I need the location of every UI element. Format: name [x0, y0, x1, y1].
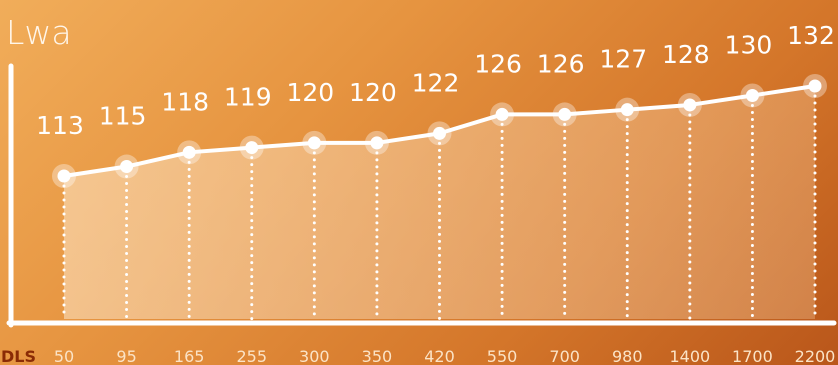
data-point — [302, 130, 327, 155]
data-point — [677, 92, 702, 117]
data-point — [364, 130, 389, 155]
data-label: 128 — [662, 40, 710, 69]
x-tick-label: 300 — [299, 347, 330, 365]
x-tick-label: 50 — [54, 347, 74, 365]
data-point — [177, 140, 202, 165]
data-label: 127 — [599, 45, 647, 74]
data-point — [490, 102, 515, 127]
data-point — [552, 102, 577, 127]
data-point — [114, 154, 139, 179]
x-tick-label: 980 — [612, 347, 643, 365]
data-label: 115 — [99, 102, 147, 131]
data-point — [52, 164, 76, 188]
data-label: 122 — [412, 68, 460, 97]
data-label: 120 — [286, 78, 334, 107]
data-point — [803, 74, 827, 98]
x-tick-label: 1700 — [732, 347, 773, 365]
x-tick-label: 95 — [116, 347, 136, 365]
x-tick-label: 255 — [236, 347, 267, 365]
data-label: 130 — [725, 30, 773, 59]
data-label: 126 — [537, 49, 585, 78]
x-tick-label: 420 — [424, 347, 455, 365]
data-label: 118 — [161, 87, 209, 116]
x-tick-label: 1400 — [669, 347, 710, 365]
x-tick-label: 165 — [174, 347, 205, 365]
data-point — [740, 83, 765, 108]
x-tick-label: 700 — [549, 347, 580, 365]
x-tick-label: 2200 — [795, 347, 836, 365]
data-label: 126 — [474, 49, 522, 78]
y-axis-title: Lwa — [6, 13, 72, 52]
x-axis-title: DLS — [1, 347, 36, 365]
data-point — [427, 121, 452, 146]
data-point — [239, 135, 264, 160]
x-tick-label: 550 — [487, 347, 518, 365]
data-point — [615, 97, 640, 122]
x-tick-label: 350 — [362, 347, 393, 365]
data-label: 132 — [787, 21, 835, 50]
data-label: 119 — [224, 83, 272, 112]
data-label: 120 — [349, 78, 397, 107]
data-label: 113 — [36, 111, 84, 140]
